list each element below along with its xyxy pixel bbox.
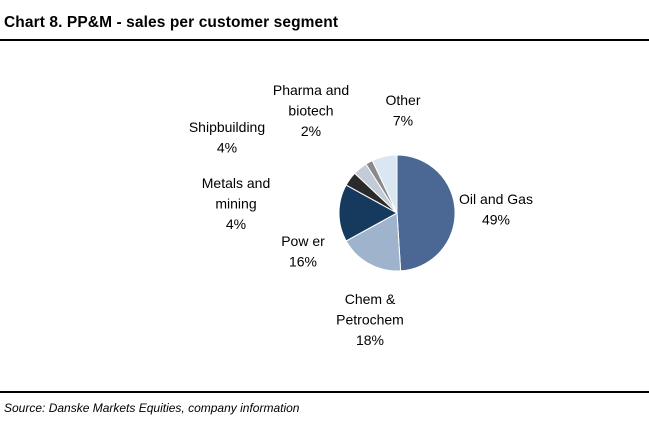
- slice-name-label: mining: [215, 196, 256, 212]
- slice-label-shipbuilding: Shipbuilding 4%: [189, 119, 265, 156]
- slice-label-other: Other 7%: [385, 92, 420, 129]
- slice-name-label: Petrochem: [336, 312, 404, 328]
- slice-name-label: Oil and Gas: [459, 191, 533, 207]
- source-note: Source: Danske Markets Equities, company…: [4, 401, 299, 415]
- slice-name-label: Other: [385, 92, 420, 108]
- pie-slices: [339, 155, 455, 271]
- slice-label-metals-and-mining: Metals and mining 4%: [202, 175, 270, 232]
- slice-label-chem-petrochem: Chem & Petrochem 18%: [336, 291, 404, 348]
- slice-name-label: Shipbuilding: [189, 119, 265, 135]
- slice-label-pharma-and-biotech: Pharma and biotech 2%: [273, 82, 349, 139]
- slice-value-label: 16%: [289, 254, 317, 270]
- pie-slice-oil-and-gas: [397, 155, 455, 271]
- slice-value-label: 4%: [226, 216, 246, 232]
- slice-value-label: 49%: [482, 212, 510, 228]
- slice-name-label: biotech: [288, 103, 333, 119]
- slice-value-label: 18%: [356, 332, 384, 348]
- slice-value-label: 7%: [393, 113, 413, 129]
- slice-name-label: Metals and: [202, 175, 270, 191]
- bottom-rule: [0, 391, 649, 393]
- slice-name-label: Pharma and: [273, 82, 349, 98]
- slice-value-label: 4%: [217, 140, 237, 156]
- slice-name-label: Pow er: [281, 233, 325, 249]
- slice-name-label: Chem &: [345, 291, 396, 307]
- slice-label-power: Pow er 16%: [281, 233, 325, 270]
- slice-value-label: 2%: [301, 123, 321, 139]
- slice-label-oil-and-gas: Oil and Gas 49%: [459, 191, 533, 228]
